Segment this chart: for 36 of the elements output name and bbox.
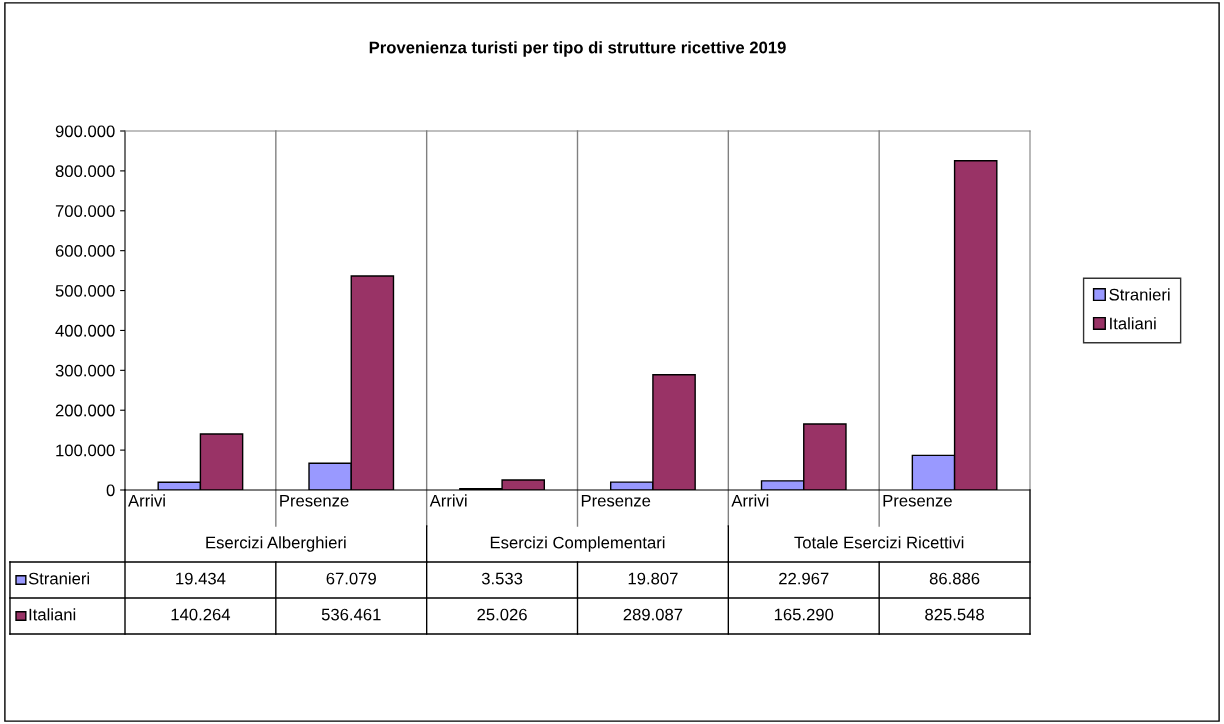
y-tick-label: 200.000: [55, 404, 115, 417]
data-label: 86.886: [929, 572, 980, 585]
chart-title: Provenienza turisti per tipo di strutture ricettive 2019: [369, 41, 786, 57]
data-label: 22.967: [779, 572, 829, 585]
text: Stranieri: [1109, 288, 1170, 301]
y-tick-label: 700.000: [55, 205, 115, 217]
y-tick-label: 900.000: [55, 125, 115, 138]
y-tick-label: 400.000: [55, 324, 115, 337]
x-tick-label: Arrivi: [128, 494, 165, 507]
y-tick-label: 500.000: [55, 284, 115, 297]
text: Totale Esercizi Ricettivi: [794, 536, 964, 549]
data-label: 825.548: [925, 608, 984, 621]
text: Esercizi Complementari: [490, 536, 665, 552]
data-label: 19.434: [176, 572, 226, 585]
data-label: 536.461: [321, 608, 381, 621]
data-label: 165.290: [774, 608, 834, 621]
data-label: 140.264: [171, 608, 231, 621]
legend-label: Stranieri: [28, 572, 90, 585]
data-label: 19.807: [628, 572, 678, 585]
text: Italiani: [29, 608, 76, 621]
x-tick-label: Presenze: [581, 494, 651, 507]
x-tick-label: Arrivi: [429, 494, 467, 507]
text: Esercizi Alberghieri: [206, 536, 346, 552]
legend-label: Italiani: [1110, 317, 1156, 330]
y-tick-label: 300.000: [55, 364, 115, 377]
y-tick-label: 600.000: [55, 245, 115, 257]
y-tick-label: 100.000: [56, 444, 115, 457]
x-tick-label: Arrivi: [731, 494, 769, 507]
data-label: 3.533: [481, 572, 523, 585]
y-tick-label: 0: [106, 484, 115, 497]
x-tick-label: Presenze: [280, 494, 349, 507]
x-tick-label: Presenze: [883, 494, 952, 507]
data-label: 67.079: [326, 572, 376, 585]
data-label: 25.026: [477, 608, 527, 621]
y-tick-label: 800.000: [55, 165, 115, 178]
data-label: 289.087: [623, 608, 683, 621]
